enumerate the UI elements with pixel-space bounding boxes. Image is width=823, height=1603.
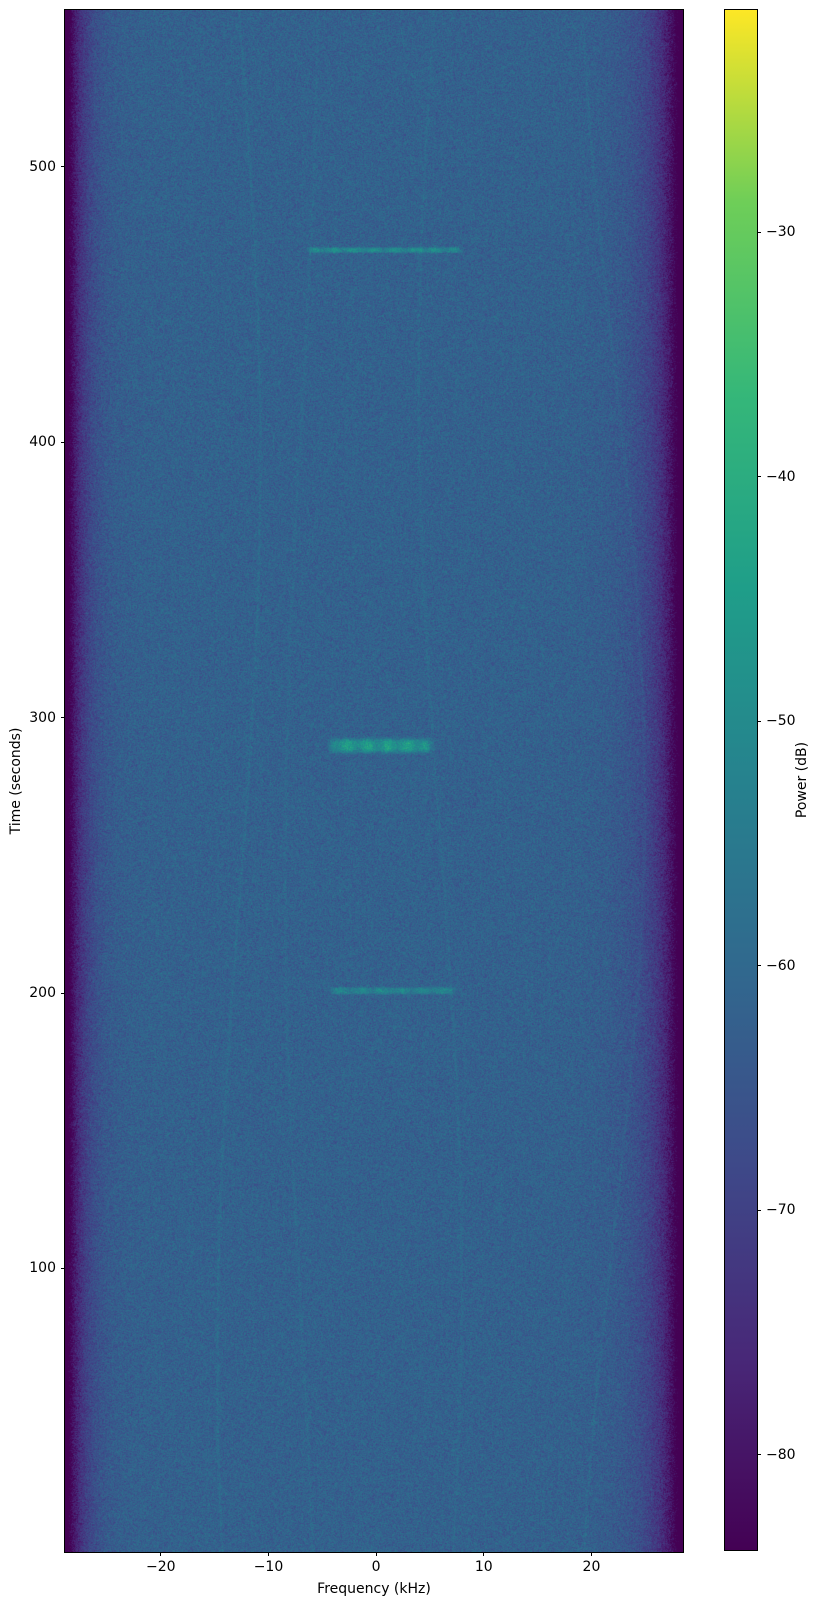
- y-tick-mark: [61, 717, 65, 719]
- y-tick-mark: [61, 166, 65, 168]
- colorbar-label: Power (dB): [794, 741, 810, 819]
- colorbar-tick-mark: [757, 476, 761, 478]
- y-tick-label: 200: [29, 985, 56, 1002]
- x-tick-mark: [375, 1552, 377, 1556]
- x-tick-mark: [590, 1552, 592, 1556]
- x-tick-label: 10: [474, 1559, 493, 1575]
- colorbar-tick-label: −40: [766, 468, 796, 485]
- colorbar-tick-mark: [757, 1454, 761, 1456]
- colorbar-tick-label: −70: [766, 1202, 796, 1219]
- y-tick-label: 100: [29, 1260, 56, 1277]
- y-tick-label: 500: [29, 158, 56, 175]
- colorbar-gradient: [725, 10, 757, 1550]
- colorbar-tick-mark: [757, 965, 761, 967]
- colorbar: [724, 9, 758, 1551]
- colorbar-tick-mark: [757, 720, 761, 722]
- colorbar-tick-label: −50: [766, 713, 796, 730]
- y-tick-label: 300: [29, 709, 56, 726]
- x-tick-label: 20: [582, 1559, 601, 1575]
- x-tick-label: −10: [253, 1559, 284, 1575]
- colorbar-tick-label: −30: [766, 224, 796, 241]
- colorbar-tick-label: −60: [766, 957, 796, 974]
- colorbar-tick-mark: [757, 231, 761, 233]
- y-tick-mark: [61, 1267, 65, 1269]
- y-tick-label: 400: [29, 434, 56, 451]
- x-tick-mark: [483, 1552, 485, 1556]
- y-axis-label: Time (seconds): [8, 727, 24, 835]
- colorbar-tick-label: −80: [766, 1446, 796, 1463]
- x-tick-mark: [267, 1552, 269, 1556]
- x-tick-mark: [160, 1552, 162, 1556]
- spectrogram-image: [65, 10, 683, 1552]
- x-tick-label: −20: [146, 1559, 176, 1575]
- colorbar-tick-mark: [757, 1209, 761, 1211]
- y-tick-mark: [61, 441, 65, 443]
- x-tick-label: 0: [371, 1559, 381, 1575]
- y-tick-mark: [61, 992, 65, 994]
- plot-area: [64, 9, 684, 1553]
- x-axis-label: Frequency (kHz): [317, 1581, 431, 1597]
